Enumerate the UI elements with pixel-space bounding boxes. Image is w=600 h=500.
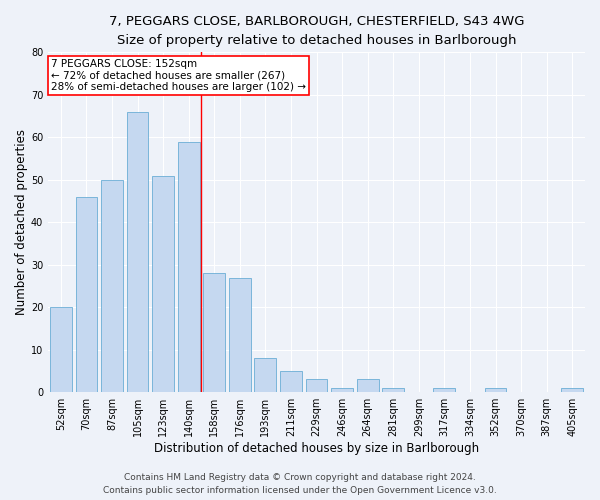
Y-axis label: Number of detached properties: Number of detached properties bbox=[15, 130, 28, 316]
Text: 7 PEGGARS CLOSE: 152sqm
← 72% of detached houses are smaller (267)
28% of semi-d: 7 PEGGARS CLOSE: 152sqm ← 72% of detache… bbox=[50, 59, 305, 92]
Bar bbox=[331, 388, 353, 392]
Bar bbox=[254, 358, 276, 392]
Bar bbox=[305, 380, 328, 392]
Bar bbox=[433, 388, 455, 392]
Bar bbox=[382, 388, 404, 392]
Text: Contains HM Land Registry data © Crown copyright and database right 2024.
Contai: Contains HM Land Registry data © Crown c… bbox=[103, 474, 497, 495]
Bar bbox=[152, 176, 174, 392]
Bar bbox=[203, 274, 225, 392]
Bar bbox=[280, 371, 302, 392]
Bar bbox=[178, 142, 200, 392]
Bar bbox=[50, 307, 71, 392]
Bar bbox=[229, 278, 251, 392]
Bar bbox=[101, 180, 123, 392]
Bar bbox=[562, 388, 583, 392]
Title: 7, PEGGARS CLOSE, BARLBOROUGH, CHESTERFIELD, S43 4WG
Size of property relative t: 7, PEGGARS CLOSE, BARLBOROUGH, CHESTERFI… bbox=[109, 15, 524, 47]
Bar bbox=[485, 388, 506, 392]
Bar bbox=[127, 112, 148, 392]
Bar bbox=[76, 197, 97, 392]
X-axis label: Distribution of detached houses by size in Barlborough: Distribution of detached houses by size … bbox=[154, 442, 479, 455]
Bar bbox=[357, 380, 379, 392]
